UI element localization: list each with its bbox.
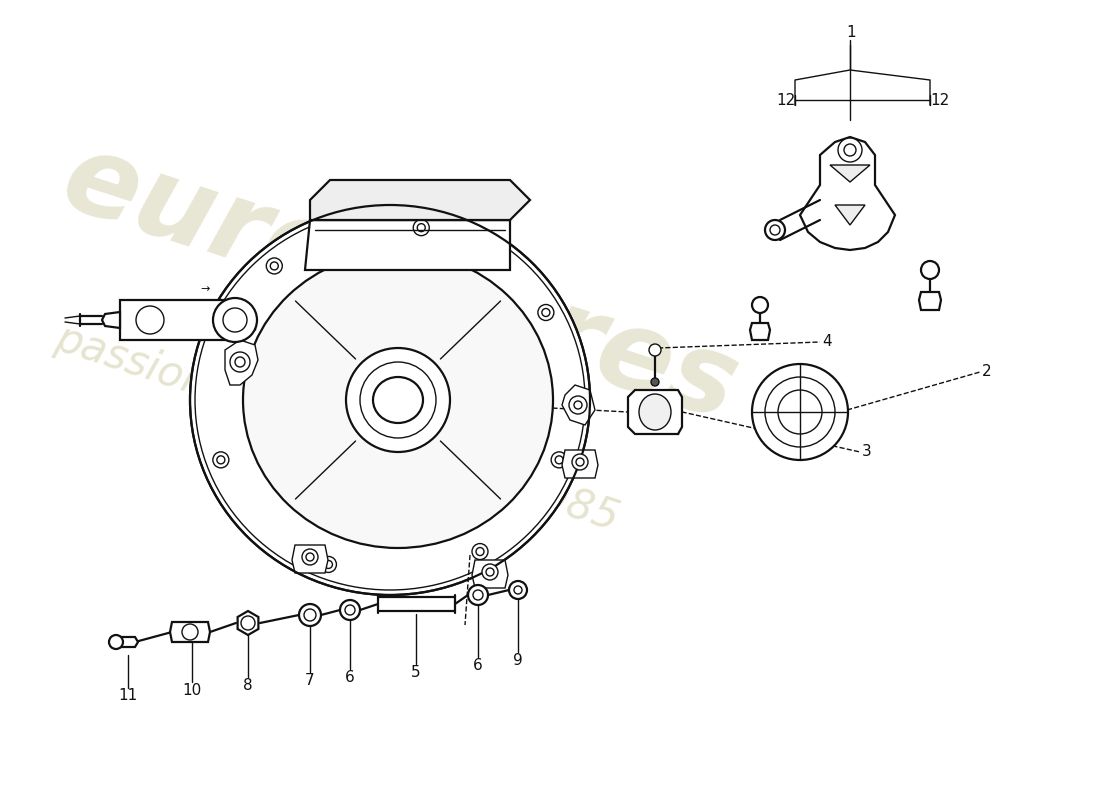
Circle shape [572,454,588,470]
Polygon shape [305,200,510,270]
Circle shape [213,298,257,342]
Text: 2: 2 [982,364,991,379]
Circle shape [538,305,554,321]
Polygon shape [118,637,138,647]
Polygon shape [472,560,508,588]
Circle shape [299,604,321,626]
Circle shape [473,590,483,600]
Circle shape [514,586,522,594]
Circle shape [136,306,164,334]
Circle shape [476,547,484,555]
Polygon shape [830,165,870,182]
Ellipse shape [243,252,553,548]
Circle shape [230,352,250,372]
Text: 1: 1 [846,25,856,40]
Polygon shape [562,385,595,425]
Circle shape [182,624,198,640]
Circle shape [770,225,780,235]
Circle shape [472,543,488,559]
Circle shape [302,549,318,565]
Ellipse shape [190,205,590,595]
Text: 4: 4 [822,334,832,349]
Polygon shape [292,545,328,573]
Polygon shape [628,390,682,434]
Text: 11: 11 [119,688,138,703]
Circle shape [468,585,488,605]
Polygon shape [238,611,258,635]
Circle shape [306,553,313,561]
Circle shape [551,452,568,468]
Circle shape [345,605,355,615]
Text: 3: 3 [862,444,871,459]
Text: 6: 6 [473,658,483,673]
Polygon shape [120,300,235,340]
Polygon shape [562,450,598,478]
Ellipse shape [639,394,671,430]
Circle shape [304,609,316,621]
Circle shape [378,380,418,420]
Circle shape [844,144,856,156]
Polygon shape [918,292,940,310]
Text: 7: 7 [305,673,315,688]
Circle shape [235,357,245,367]
Text: 6: 6 [345,670,355,685]
Circle shape [486,568,494,576]
Circle shape [576,458,584,466]
Circle shape [266,258,283,274]
Circle shape [320,557,337,573]
Circle shape [752,297,768,313]
Polygon shape [310,180,530,220]
Circle shape [778,390,822,434]
Circle shape [509,581,527,599]
Circle shape [764,377,835,447]
Circle shape [649,344,661,356]
Polygon shape [835,205,865,225]
Text: →: → [200,284,209,294]
Circle shape [414,220,429,236]
Text: eurospares: eurospares [50,124,751,443]
Circle shape [346,348,450,452]
Circle shape [241,616,255,630]
Circle shape [569,396,587,414]
Text: 8: 8 [243,678,253,693]
Circle shape [217,456,224,464]
Circle shape [360,362,436,438]
Polygon shape [170,622,210,642]
Circle shape [482,564,498,580]
Circle shape [838,138,862,162]
Text: 9: 9 [513,653,522,668]
Polygon shape [226,340,258,385]
Polygon shape [102,312,120,328]
Circle shape [574,401,582,409]
Circle shape [556,456,563,464]
Circle shape [417,224,426,232]
Circle shape [542,309,550,317]
Circle shape [340,600,360,620]
Circle shape [223,308,248,332]
Ellipse shape [373,377,424,423]
Circle shape [921,261,939,279]
Text: 10: 10 [183,683,201,698]
Circle shape [271,262,278,270]
Circle shape [324,561,332,569]
Circle shape [651,378,659,386]
Text: 5: 5 [411,665,421,680]
Polygon shape [800,137,895,250]
Text: 12: 12 [777,93,795,108]
Text: passion for parts since 1985: passion for parts since 1985 [50,317,624,539]
Circle shape [752,364,848,460]
Circle shape [764,220,785,240]
Circle shape [109,635,123,649]
Polygon shape [750,323,770,340]
Text: 12: 12 [931,93,949,108]
Circle shape [213,452,229,468]
